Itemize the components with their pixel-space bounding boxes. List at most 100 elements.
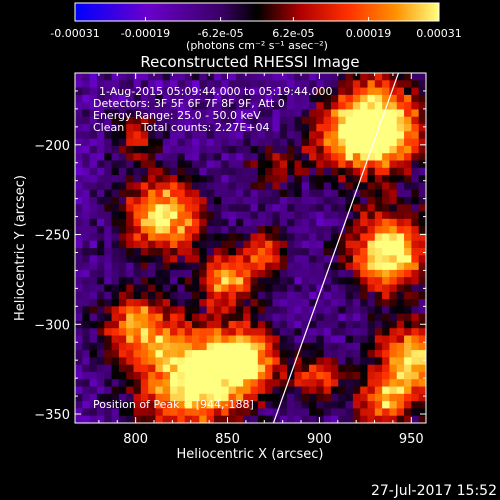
annotation-energy: Energy Range: 25.0 - 50.0 keV: [93, 109, 261, 122]
heatmap-cell: [382, 277, 390, 285]
heatmap-cell: [184, 364, 193, 373]
heatmap-cell: [272, 218, 281, 227]
heatmap-cell: [257, 401, 266, 409]
heatmap-cell: [257, 167, 266, 176]
heatmap-cell: [89, 182, 98, 191]
heatmap-cell: [177, 240, 186, 249]
heatmap-cell: [104, 138, 112, 147]
heatmap-cell: [411, 102, 420, 110]
heatmap-cell: [323, 379, 332, 387]
heatmap-cell: [367, 408, 376, 417]
heatmap-cell: [96, 291, 105, 300]
heatmap-cell: [382, 299, 390, 307]
heatmap-cell: [250, 211, 259, 220]
heatmap-cell: [192, 138, 200, 147]
heatmap-cell: [316, 240, 325, 249]
heatmap-cell: [75, 299, 83, 307]
heatmap-cell: [396, 160, 405, 169]
heatmap-cell: [345, 94, 354, 103]
heatmap-cell: [367, 233, 376, 242]
heatmap-cell: [265, 138, 273, 147]
heatmap-cell: [287, 153, 295, 161]
heatmap-cell: [418, 342, 426, 351]
heatmap-cell: [111, 262, 120, 271]
heatmap-cell: [389, 277, 398, 285]
heatmap-cell: [279, 87, 288, 96]
heatmap-cell: [133, 364, 142, 373]
heatmap-cell: [206, 240, 215, 249]
heatmap-cell: [228, 102, 237, 110]
heatmap-cell: [367, 313, 376, 322]
heatmap-cell: [199, 350, 208, 358]
heatmap-cell: [96, 401, 105, 409]
heatmap-cell: [250, 284, 259, 293]
heatmap-cell: [338, 401, 346, 409]
heatmap-cell: [118, 277, 127, 285]
heatmap-cell: [133, 233, 142, 242]
heatmap-cell: [360, 299, 368, 307]
heatmap-cell: [221, 335, 229, 344]
heatmap-cell: [367, 284, 376, 293]
heatmap-cell: [345, 342, 354, 351]
heatmap-cell: [404, 218, 412, 227]
heatmap-cell: [309, 386, 317, 395]
heatmap-cell: [309, 299, 317, 307]
heatmap-cell: [287, 240, 295, 249]
heatmap-cell: [338, 211, 346, 220]
heatmap-cell: [323, 138, 332, 147]
heatmap-cell: [389, 299, 398, 307]
heatmap-cell: [345, 371, 354, 380]
heatmap-cell: [162, 248, 171, 256]
heatmap-cell: [279, 189, 288, 198]
heatmap-cell: [243, 306, 251, 315]
colorbar-ticks: -0.00031 -0.00019 -6.2e-05 6.2e-05 0.00019 0.…: [50, 17, 462, 40]
heatmap-cell: [235, 240, 244, 249]
heatmap-cell: [199, 211, 208, 220]
heatmap-cell: [265, 269, 273, 278]
heatmap-cell: [111, 284, 120, 293]
heatmap-cell: [162, 145, 171, 154]
heatmap-cell: [257, 408, 266, 417]
heatmap-cell: [155, 313, 164, 322]
heatmap-cell: [199, 306, 208, 315]
heatmap-cell: [352, 342, 361, 351]
heatmap-cell: [148, 116, 156, 125]
heatmap-cell: [338, 124, 346, 132]
heatmap-cell: [235, 386, 244, 395]
heatmap-cell: [316, 350, 325, 358]
heatmap-cell: [89, 167, 98, 176]
heatmap-cell: [148, 73, 156, 81]
heatmap-cell: [75, 131, 83, 140]
heatmap-cell: [221, 371, 229, 380]
heatmap-cell: [118, 145, 127, 154]
heatmap-cell: [360, 379, 368, 387]
heatmap-cell: [111, 379, 120, 387]
heatmap-cell: [177, 175, 186, 183]
heatmap-cell: [345, 335, 354, 344]
heatmap-cell: [287, 211, 295, 220]
heatmap-cell: [155, 87, 164, 96]
heatmap-cell: [184, 371, 193, 380]
heatmap-cell: [404, 299, 412, 307]
heatmap-cell: [389, 109, 398, 118]
heatmap-cell: [294, 240, 303, 249]
heatmap-cell: [287, 73, 295, 81]
heatmap-cell: [272, 138, 281, 147]
heatmap-cell: [206, 80, 215, 88]
heatmap-cell: [235, 196, 244, 205]
heatmap-cell: [82, 408, 91, 417]
heatmap-cell: [235, 269, 244, 278]
heatmap-cell: [418, 196, 426, 205]
heatmap-cell: [221, 160, 229, 169]
heatmap-cell: [177, 386, 186, 395]
heatmap-cell: [228, 371, 237, 380]
heatmap-cell: [118, 116, 127, 125]
heatmap-cell: [257, 415, 266, 423]
heatmap-cell: [404, 204, 412, 212]
heatmap-cell: [265, 102, 273, 110]
heatmap-cell: [316, 87, 325, 96]
heatmap-cell: [221, 189, 229, 198]
heatmap-cell: [213, 393, 222, 402]
heatmap-cell: [118, 102, 127, 110]
heatmap-cell: [345, 175, 354, 183]
